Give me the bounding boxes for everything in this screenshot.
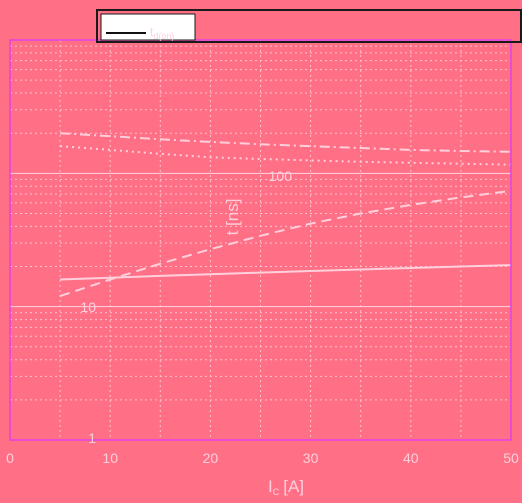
x-tick-label: 30 xyxy=(303,450,319,466)
axes xyxy=(9,39,512,441)
y-tick-label: 100 xyxy=(269,168,293,184)
x-tick-label: 40 xyxy=(403,450,419,466)
x-axis-label-main: I xyxy=(268,477,273,496)
legend-label-sub: d(on) xyxy=(153,31,174,41)
legend-label-main: t xyxy=(150,25,154,39)
svg-text:IC[A]: IC [A] xyxy=(268,477,304,497)
legend: td(on) xyxy=(96,9,522,43)
x-tick-label: 10 xyxy=(102,450,118,466)
x-tick-label: 0 xyxy=(6,450,14,466)
legend-entry-box xyxy=(100,13,196,41)
plot-frame xyxy=(9,39,512,441)
legend-label-td-on: td(on) xyxy=(150,25,174,41)
x-axis-label: IC [A] xyxy=(268,477,304,497)
y-tick-label: 10 xyxy=(80,299,96,315)
series-line-solid xyxy=(60,264,512,281)
series-lines xyxy=(59,132,512,298)
tick-labels: 0 10 20 30 40 50 1 10 100 xyxy=(6,168,519,466)
x-tick-label: 20 xyxy=(203,450,219,466)
legend-frame xyxy=(96,9,522,43)
x-tick-label: 50 xyxy=(503,450,519,466)
series-line-dashed xyxy=(59,189,512,298)
series-line-dash-dot xyxy=(60,132,512,153)
y-tick-label: 1 xyxy=(88,430,96,446)
x-axis-label-unit: [A] xyxy=(283,477,304,496)
x-axis-label-sub: C xyxy=(273,487,280,497)
y-axis-label: t [ns] xyxy=(223,199,242,236)
